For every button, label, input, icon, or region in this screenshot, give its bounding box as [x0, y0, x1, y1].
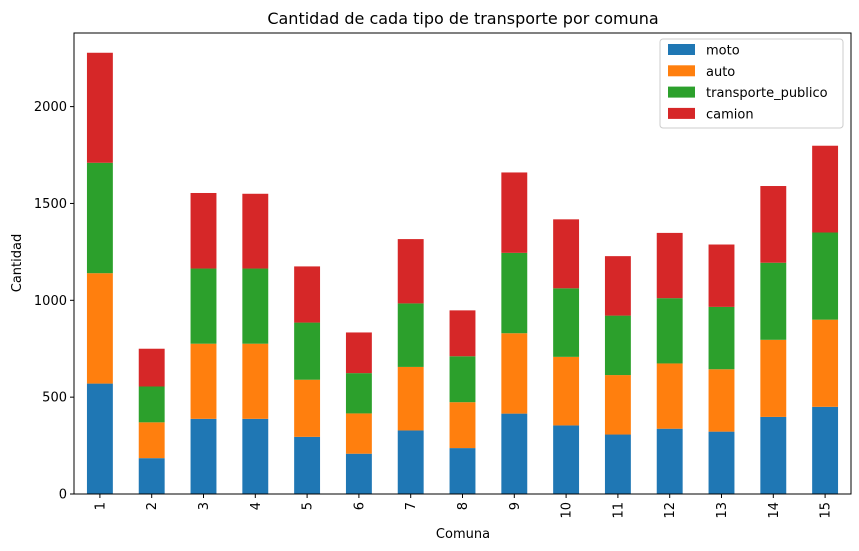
legend-swatch-moto	[668, 44, 695, 55]
x-axis-label: Comuna	[436, 527, 490, 542]
bar-transporte-publico-comuna-4	[242, 268, 269, 344]
bar-camion-comuna-11	[604, 256, 631, 316]
bar-camion-comuna-9	[501, 172, 528, 253]
bar-camion-comuna-12	[656, 232, 683, 299]
bar-auto-comuna-1	[86, 273, 113, 384]
bar-camion-comuna-4	[242, 193, 269, 269]
bar-moto-comuna-5	[294, 436, 321, 494]
bar-auto-comuna-7	[397, 366, 424, 431]
bar-transporte-publico-comuna-5	[294, 322, 321, 380]
legend-label-auto: auto	[706, 65, 735, 80]
bar-auto-comuna-3	[190, 343, 217, 419]
x-tick-label: 7	[404, 502, 419, 510]
x-tick-label: 4	[249, 502, 264, 510]
y-tick-label: 2000	[34, 100, 67, 115]
x-tick-label: 1	[93, 502, 108, 510]
legend-swatch-camion	[668, 107, 695, 119]
bar-transporte-publico-comuna-11	[604, 315, 631, 376]
bar-auto-comuna-13	[708, 369, 735, 432]
bar-moto-comuna-11	[604, 434, 631, 494]
bar-auto-comuna-14	[760, 339, 787, 417]
bar-auto-comuna-11	[604, 375, 631, 435]
legend-swatch-auto	[668, 65, 695, 77]
bar-auto-comuna-6	[345, 413, 372, 454]
bar-camion-comuna-15	[812, 145, 839, 233]
bar-moto-comuna-7	[397, 430, 424, 494]
bar-transporte-publico-comuna-14	[760, 262, 787, 340]
x-tick-label: 5	[301, 502, 316, 510]
bar-moto-comuna-9	[501, 413, 528, 494]
x-axis-ticks: 1 2 3 4 5 6 7 8 9 10 11 12 13 14 15	[93, 494, 834, 519]
bar-transporte-publico-comuna-9	[501, 252, 528, 334]
y-tick-label: 1000	[34, 294, 67, 309]
bar-camion-comuna-13	[708, 244, 735, 307]
bar-auto-comuna-2	[138, 422, 165, 459]
x-tick-label: 8	[456, 502, 471, 510]
x-tick-label: 15	[819, 502, 834, 519]
bar-camion-comuna-7	[397, 239, 424, 304]
bar-camion-comuna-2	[138, 348, 165, 387]
bar-moto-comuna-3	[190, 418, 217, 494]
x-tick-label: 2	[145, 502, 160, 510]
bar-auto-comuna-12	[656, 363, 683, 429]
bar-transporte-publico-comuna-13	[708, 306, 735, 370]
bar-moto-comuna-12	[656, 428, 683, 494]
legend-box	[659, 38, 844, 129]
bar-camion-comuna-14	[760, 186, 787, 263]
bar-auto-comuna-4	[242, 343, 269, 419]
legend-label-moto: moto	[706, 44, 740, 59]
bar-moto-comuna-13	[708, 431, 735, 494]
x-tick-label: 12	[663, 502, 678, 519]
bar-transporte-publico-comuna-3	[190, 268, 217, 344]
bar-transporte-publico-comuna-15	[812, 232, 839, 320]
y-axis-ticks: 0 500 1000 1500 2000	[34, 100, 74, 503]
x-tick-label: 10	[560, 502, 575, 519]
bar-moto-comuna-10	[553, 425, 580, 494]
bar-auto-comuna-9	[501, 333, 528, 414]
bar-auto-comuna-5	[294, 379, 321, 437]
y-axis-label: Cantidad	[10, 234, 25, 292]
y-tick-label: 500	[42, 391, 67, 406]
legend-swatch-transporte-publico	[668, 86, 695, 98]
bar-camion-comuna-8	[449, 310, 476, 357]
bar-moto-comuna-6	[345, 453, 372, 494]
x-tick-label: 13	[715, 502, 730, 519]
y-tick-label: 0	[59, 488, 67, 503]
bar-moto-comuna-1	[86, 383, 113, 494]
plot-area-frame	[73, 32, 852, 495]
bar-auto-comuna-10	[553, 356, 580, 426]
y-tick-label: 1500	[34, 197, 67, 212]
bar-moto-comuna-15	[812, 406, 839, 494]
x-tick-label: 3	[197, 502, 212, 510]
bar-camion-comuna-6	[345, 332, 372, 374]
bar-transporte-publico-comuna-8	[449, 356, 476, 403]
bar-moto-comuna-4	[242, 418, 269, 494]
bar-moto-comuna-8	[449, 448, 476, 494]
bar-camion-comuna-3	[190, 192, 217, 269]
bar-transporte-publico-comuna-10	[553, 288, 580, 357]
bar-transporte-publico-comuna-6	[345, 373, 372, 414]
x-tick-label: 14	[767, 502, 782, 519]
bar-transporte-publico-comuna-12	[656, 298, 683, 364]
x-tick-label: 6	[352, 502, 367, 510]
bar-moto-comuna-14	[760, 416, 787, 494]
x-tick-label: 11	[611, 502, 626, 519]
bar-transporte-publico-comuna-2	[138, 386, 165, 423]
bar-camion-comuna-10	[553, 219, 580, 289]
bars-layer	[86, 52, 839, 494]
bar-camion-comuna-1	[86, 52, 113, 163]
bar-transporte-publico-comuna-7	[397, 303, 424, 367]
legend-label-camion: camion	[706, 107, 754, 122]
legend-label-transporte-publico: transporte_publico	[706, 86, 828, 101]
x-tick-label: 9	[508, 502, 523, 510]
bar-camion-comuna-5	[294, 266, 321, 323]
bar-moto-comuna-2	[138, 458, 165, 494]
chart-title: Cantidad de cada tipo de transporte por …	[267, 9, 658, 28]
bar-transporte-publico-comuna-1	[86, 162, 113, 274]
bar-auto-comuna-8	[449, 402, 476, 449]
bar-auto-comuna-15	[812, 319, 839, 407]
